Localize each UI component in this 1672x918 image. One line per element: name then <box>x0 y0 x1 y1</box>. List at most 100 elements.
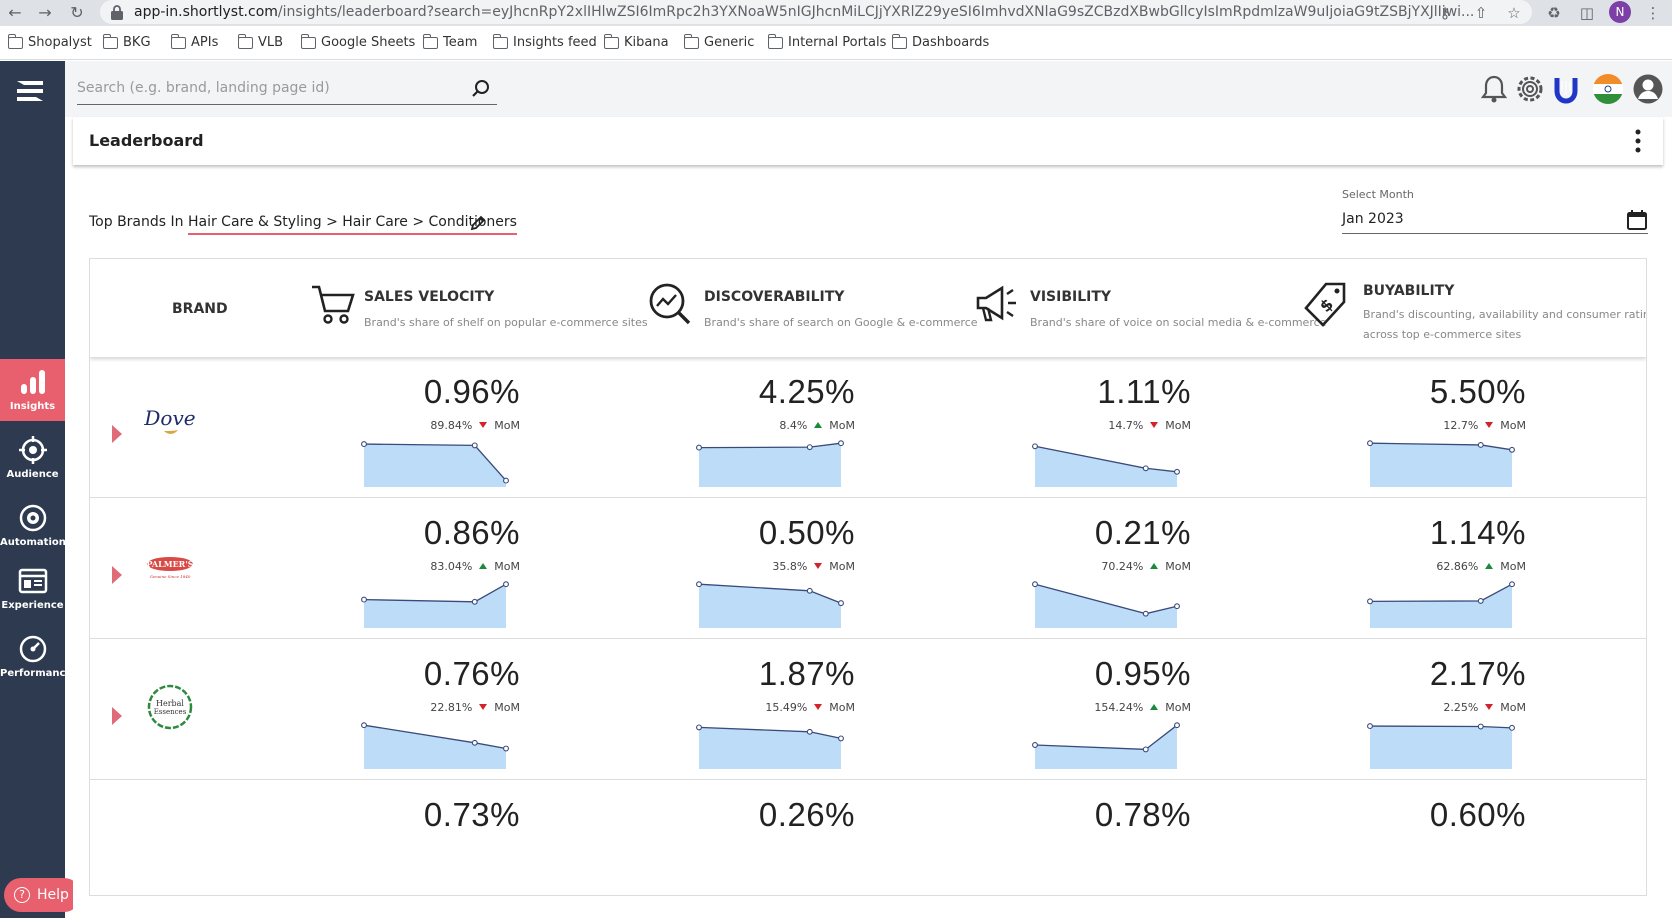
search-input[interactable] <box>77 73 457 103</box>
metric-cell: 1.14% 62.86% MoM <box>1366 498 1526 639</box>
sparkline-point[interactable] <box>1142 610 1149 617</box>
bookmark-item[interactable]: Insights feed <box>492 34 597 52</box>
bookmark-item[interactable]: Kibana <box>603 34 669 52</box>
svg-text:Essences: Essences <box>154 708 187 716</box>
mom-label: MoM <box>494 419 520 432</box>
sparkline-point[interactable] <box>1509 446 1515 453</box>
sparkline-point[interactable] <box>1367 440 1373 447</box>
sparkline-point[interactable] <box>1174 603 1180 610</box>
bell-icon[interactable] <box>1478 73 1510 105</box>
bookmark-item[interactable]: APIs <box>170 34 218 52</box>
bookmark-item[interactable]: Internal Portals <box>767 34 886 52</box>
star-icon[interactable]: ☆ <box>1507 4 1521 22</box>
more-options-icon[interactable] <box>1635 129 1641 153</box>
share-icon[interactable]: ⇧ <box>1474 4 1488 22</box>
edit-pencil-icon[interactable] <box>469 214 487 232</box>
sparkline-area <box>1035 584 1177 628</box>
sparkline-point[interactable] <box>1032 742 1038 748</box>
expand-row-icon[interactable] <box>112 425 122 443</box>
sparkline-point[interactable] <box>696 581 702 588</box>
sparkline-point[interactable] <box>1367 598 1373 605</box>
sparkline-point[interactable] <box>806 444 813 451</box>
forward-icon[interactable]: → <box>38 3 52 22</box>
sparkline-point[interactable] <box>838 600 844 607</box>
extensions-icon[interactable]: ♻ <box>1547 4 1561 22</box>
bookmark-item[interactable]: BKG <box>102 34 151 52</box>
sparkline-point[interactable] <box>1032 443 1038 450</box>
key-icon[interactable]: ⚷ <box>1439 4 1451 22</box>
sparkline-point[interactable] <box>806 728 813 735</box>
sparkline-point[interactable] <box>1477 597 1484 604</box>
app-logo-icon[interactable] <box>15 78 45 104</box>
address-bar[interactable]: app-in.shortlyst.com/insights/leaderboar… <box>100 0 1532 24</box>
sparkline-point[interactable] <box>1367 723 1373 730</box>
sparkline-point[interactable] <box>471 739 478 746</box>
folder-icon <box>7 34 23 49</box>
month-select[interactable]: Jan 2023 <box>1342 207 1648 234</box>
bookmark-item[interactable]: Generic <box>683 34 754 52</box>
sparkline-point[interactable] <box>1032 581 1038 588</box>
speedometer-icon <box>19 635 46 663</box>
search-icon[interactable] <box>471 79 491 99</box>
sparkline-point[interactable] <box>696 444 702 451</box>
profile-avatar[interactable]: N <box>1609 1 1631 23</box>
leaderboard-title-bar: Leaderboard <box>73 117 1663 165</box>
category-path[interactable]: Hair Care & Styling > Hair Care > Condit… <box>187 214 517 235</box>
sparkline-point[interactable] <box>361 722 367 729</box>
expand-row-icon[interactable] <box>112 707 122 725</box>
metric-value: 1.14% <box>1429 514 1526 551</box>
bookmark-item[interactable]: Team <box>422 34 477 52</box>
sparkline-point[interactable] <box>1142 746 1149 753</box>
menu-icon[interactable]: ⋮ <box>1645 4 1661 22</box>
sparkline-point[interactable] <box>1509 581 1515 588</box>
trend-sparkline <box>1032 443 1180 487</box>
sparkline-point[interactable] <box>1477 442 1484 448</box>
user-avatar-icon[interactable] <box>1632 73 1664 105</box>
sparkline-point[interactable] <box>471 442 478 449</box>
sparkline-point[interactable] <box>361 596 367 603</box>
mom-label: MoM <box>1165 419 1191 432</box>
sidebar-item-insights[interactable]: Insights <box>0 359 65 421</box>
arrow-down-icon <box>479 704 488 710</box>
reload-icon[interactable]: ↻ <box>70 3 84 22</box>
back-icon[interactable]: ← <box>8 3 22 22</box>
sparkline-point[interactable] <box>1142 465 1149 472</box>
india-flag-icon[interactable] <box>1592 73 1624 105</box>
settings-icon[interactable] <box>1514 73 1546 105</box>
bookmark-item[interactable]: VLB <box>237 34 283 52</box>
arrow-down-icon <box>1150 422 1159 428</box>
sidebar-item-performance[interactable]: Performance <box>0 626 72 688</box>
arrow-up-icon <box>479 563 488 569</box>
mom-change: 83.04% MoM <box>430 560 520 573</box>
metric-value: 0.50% <box>758 514 855 551</box>
sidepanel-icon[interactable]: ◫ <box>1579 4 1595 22</box>
company-logo-icon[interactable] <box>1550 73 1582 105</box>
bookmark-item[interactable]: Dashboards <box>891 34 989 52</box>
calendar-icon[interactable] <box>1626 209 1648 231</box>
sidebar-item-automation[interactable]: Automation <box>0 495 66 557</box>
sparkline-point[interactable] <box>1174 468 1180 475</box>
expand-row-icon[interactable] <box>112 566 122 584</box>
sparkline-point[interactable] <box>696 724 702 731</box>
sparkline-point[interactable] <box>503 745 509 752</box>
sparkline-point[interactable] <box>1477 723 1484 730</box>
sparkline-point[interactable] <box>503 477 509 484</box>
sparkline-point[interactable] <box>1509 724 1515 731</box>
mom-change-value: 2.25% <box>1443 701 1479 714</box>
sparkline-point[interactable] <box>838 440 844 447</box>
help-button[interactable]: ? Help <box>4 878 81 912</box>
svg-text:PALMER'S: PALMER'S <box>146 559 193 569</box>
bookmark-item[interactable]: Shopalyst <box>7 34 92 52</box>
sparkline-point[interactable] <box>838 735 844 742</box>
sidebar-item-experience[interactable]: Experience <box>0 558 65 620</box>
sidebar-item-audience[interactable]: Audience <box>0 427 65 489</box>
sparkline-point[interactable] <box>503 581 509 588</box>
sparkline-point[interactable] <box>361 441 367 448</box>
mom-change-value: 62.86% <box>1436 560 1479 573</box>
mom-change: 62.86% MoM <box>1436 560 1526 573</box>
sparkline-point[interactable] <box>806 587 813 594</box>
sparkline-point[interactable] <box>1174 722 1180 729</box>
bookmark-item[interactable]: Google Sheets <box>300 34 415 52</box>
sparkline-point[interactable] <box>471 598 478 605</box>
metric-value: 2.17% <box>1429 655 1526 692</box>
